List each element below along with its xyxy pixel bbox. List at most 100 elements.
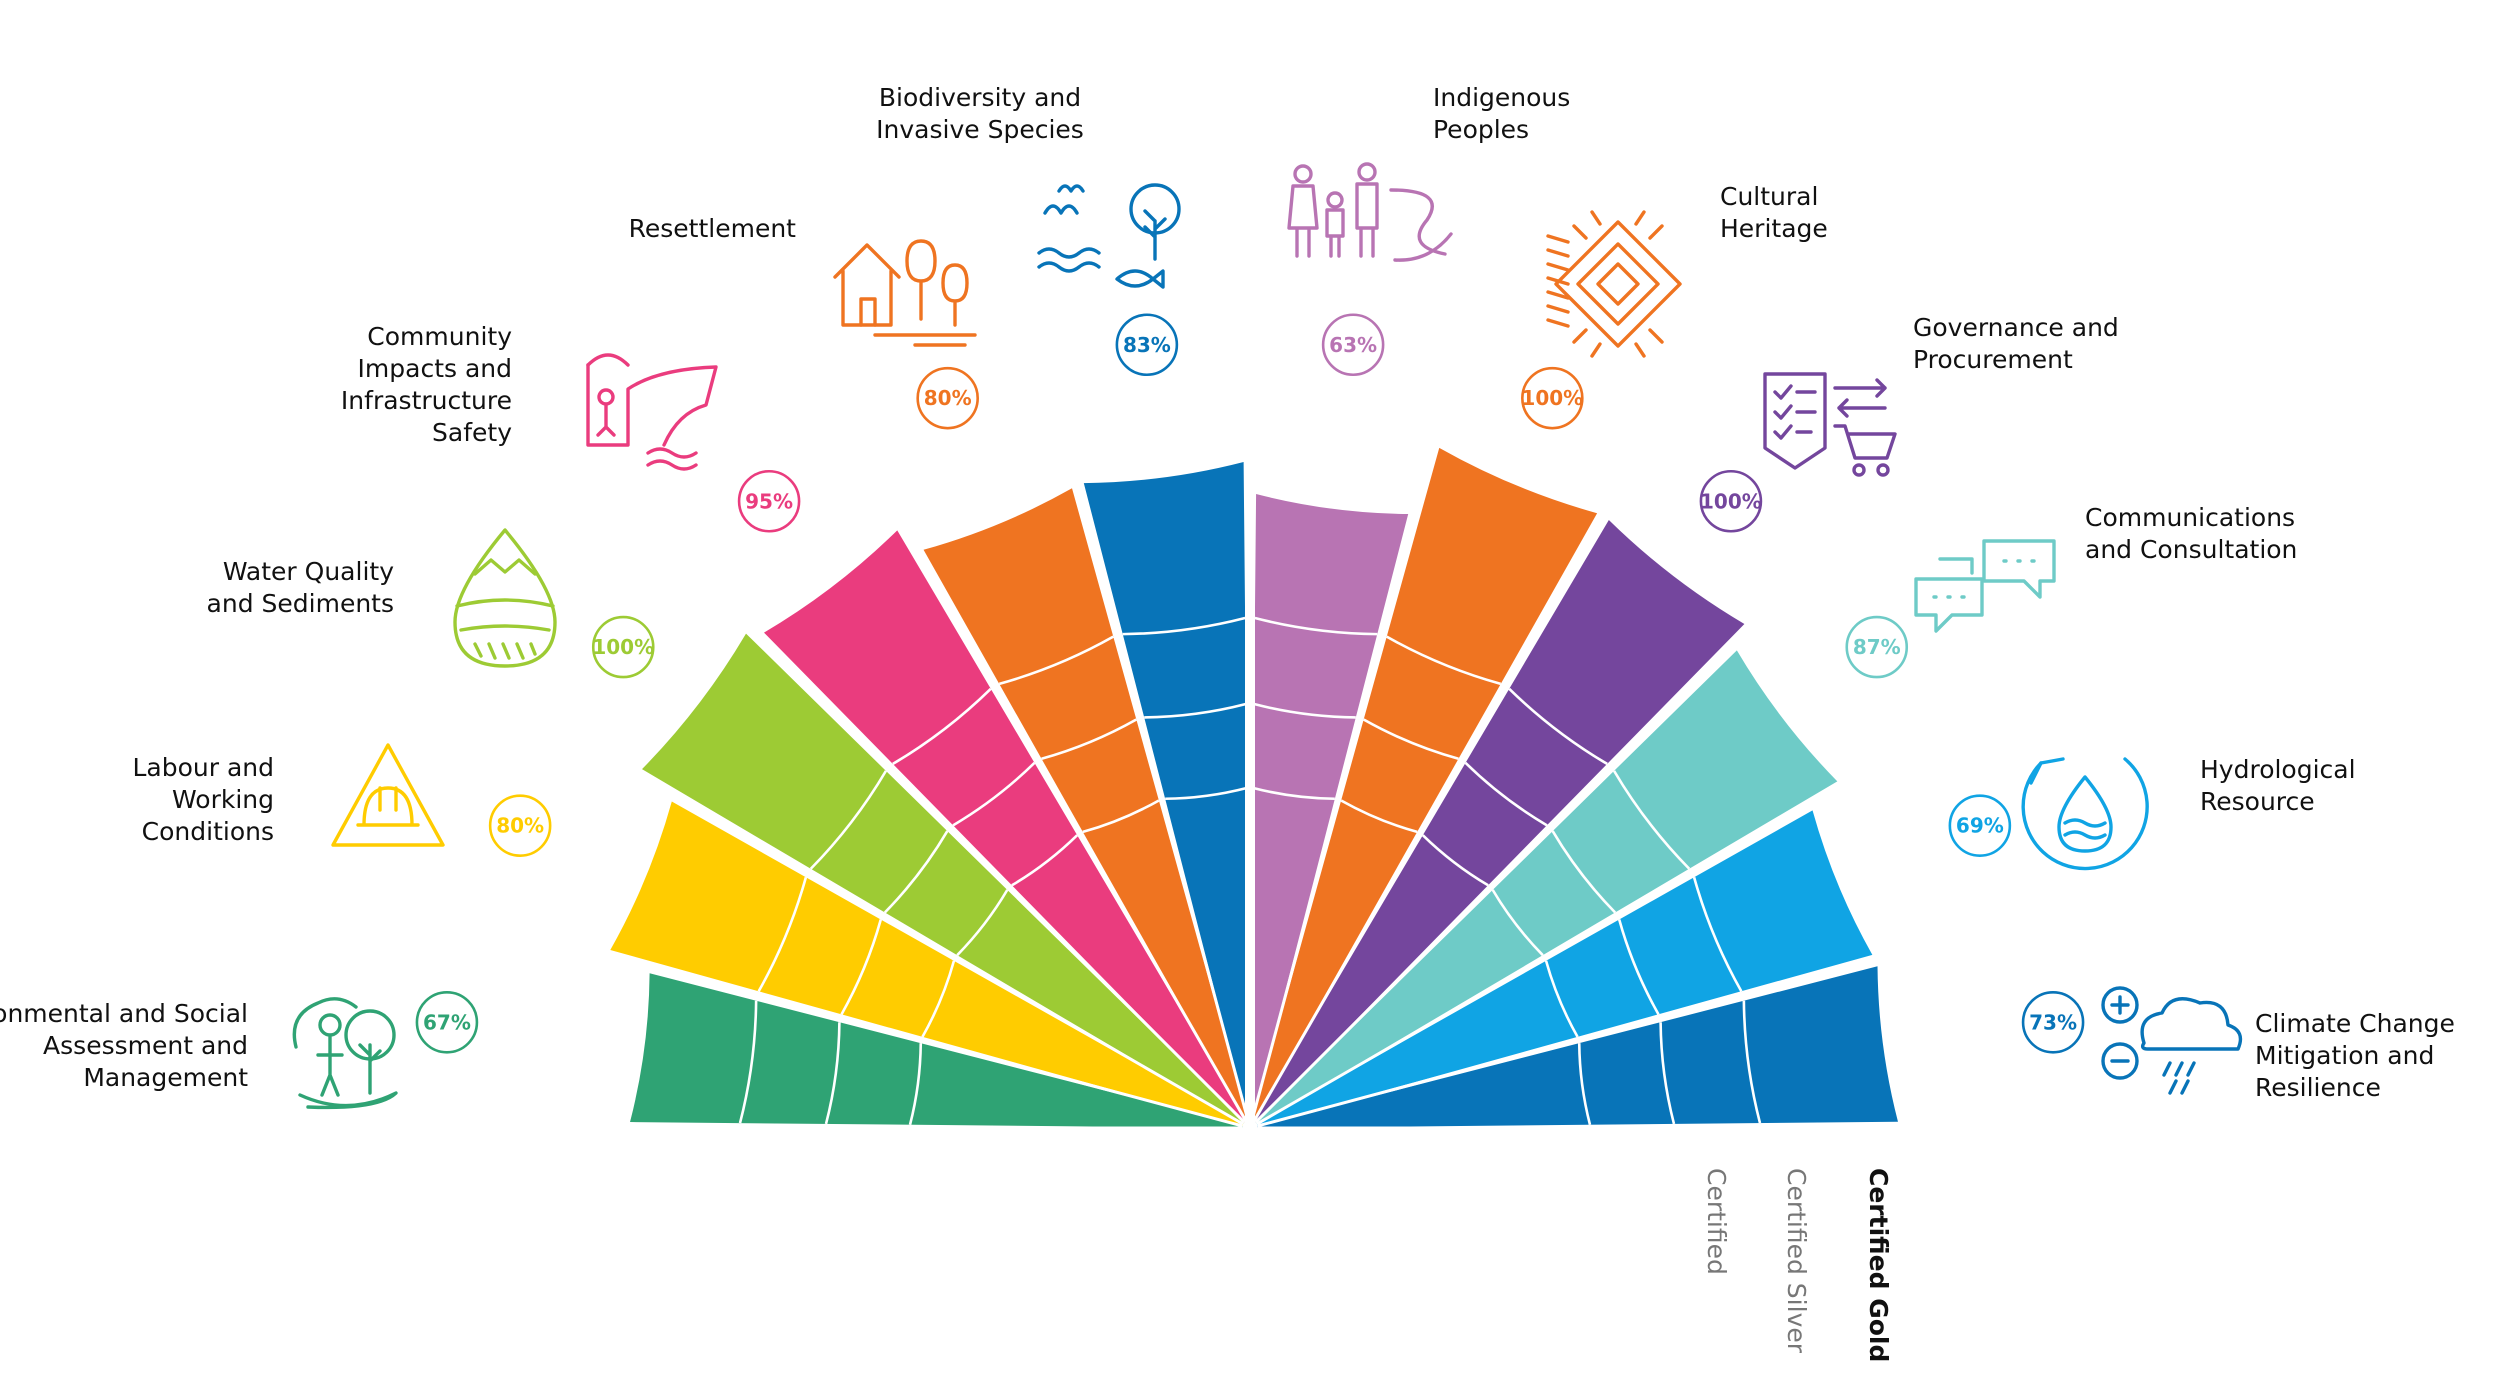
percent-badge-ring	[1521, 366, 1584, 430]
grid-arc-10-2	[1692, 876, 1743, 992]
bar-sector-10	[1256, 810, 1873, 1126]
grid-arc-4-2	[998, 635, 1114, 686]
percent-badge-1: 80%	[488, 794, 552, 857]
category-label-line: Assessment and	[43, 1031, 248, 1060]
percent-value: 87%	[1853, 635, 1901, 659]
category-label-line: Resilience	[2255, 1073, 2381, 1102]
sectors-group	[610, 447, 1898, 1128]
category-label-line: Governance and	[1913, 313, 2119, 342]
percent-badge-ring	[1948, 794, 2012, 857]
grid-arc-3-0	[1011, 834, 1079, 887]
percent-badge-ring	[1115, 313, 1179, 377]
separator-line-11	[1257, 940, 1946, 1128]
grid-arc-11-1	[1659, 1022, 1676, 1125]
grid-arc-2-1	[883, 830, 949, 914]
percent-badge-10: 69%	[1948, 794, 2012, 857]
percent-badge-ring	[488, 794, 552, 857]
separator-line-2	[625, 766, 1244, 1126]
center-gap	[1245, 400, 1255, 1140]
category-label-line: Environmental and Social	[0, 999, 248, 1028]
separator-line-10	[1256, 766, 1875, 1126]
category-label-10: Hydrological Resource	[2200, 755, 2356, 816]
bar-sector-11	[1257, 966, 1898, 1128]
category-label-line: Cultural	[1720, 182, 1818, 211]
category-label-line: Procurement	[1913, 345, 2073, 374]
grid-arc-0-1	[824, 1022, 841, 1125]
bar-sector-8	[1254, 520, 1745, 1123]
separator-line-9	[1254, 617, 1761, 1124]
percent-value: 83%	[1123, 333, 1171, 357]
percent-value: 100%	[1700, 489, 1762, 513]
separator-line-1	[554, 940, 1243, 1128]
category-label-line: Community	[367, 322, 512, 351]
bar-sector-4	[923, 488, 1248, 1122]
grid-arc-2-2	[809, 770, 888, 870]
separator-line-8	[1252, 503, 1612, 1122]
hardhat-warning-icon	[331, 743, 445, 847]
grid-arc-8-2	[1508, 687, 1608, 766]
bar-sector-3	[764, 530, 1246, 1123]
grid-arc-9-2	[1612, 770, 1691, 870]
percent-badge-2: 100%	[591, 615, 655, 679]
tier-label-2: Certified Gold	[1864, 1168, 1893, 1362]
bird-fish-tree-icon	[1037, 183, 1181, 289]
percent-badges-group: 67% 80% 100% 95% 80% 83% 63% 100% 100% 87% 69% 73%	[415, 313, 2085, 1054]
grid-arc-10-0	[1544, 960, 1579, 1038]
bar-sector-1	[610, 801, 1244, 1126]
percent-badge-ring	[2021, 990, 2085, 1054]
dam-person-icon	[586, 353, 718, 471]
percent-value: 80%	[924, 386, 972, 410]
grid-arc-9-0	[1491, 889, 1544, 957]
category-label-2: Water Quality and Sediments	[207, 557, 395, 618]
category-label-line: Peoples	[1433, 115, 1529, 144]
grid-arc-4-0	[1082, 799, 1160, 834]
category-label-line: Working	[172, 785, 274, 814]
percent-value: 80%	[496, 814, 544, 838]
separator-line-4	[888, 503, 1248, 1122]
percent-badge-ring	[737, 469, 801, 533]
person-tree-icon	[292, 997, 398, 1110]
percent-badge-6: 63%	[1321, 313, 1385, 377]
bar-sector-9	[1255, 650, 1838, 1124]
grid-arc-3-2	[892, 687, 992, 766]
percent-badge-ring	[916, 366, 979, 430]
grid-arc-0-0	[908, 1043, 923, 1126]
grid-arc-1-1	[840, 919, 883, 1015]
percent-badge-ring	[591, 615, 655, 679]
percent-value: 100%	[592, 635, 654, 659]
grid-arc-5-2	[1122, 616, 1246, 636]
category-label-line: Safety	[432, 418, 512, 447]
grid-arc-10-1	[1617, 919, 1660, 1015]
grid-arc-11-2	[1742, 1000, 1762, 1124]
percent-value: 100%	[1521, 386, 1583, 410]
bar-sector-6	[1250, 494, 1409, 1121]
category-label-line: Impacts and	[358, 354, 512, 383]
percent-badge-5: 83%	[1115, 313, 1179, 377]
separator-line-7	[1250, 432, 1438, 1121]
grid-arc-4-1	[1041, 718, 1137, 761]
category-label-line: Water Quality	[223, 557, 394, 586]
grid-arc-9-1	[1551, 830, 1617, 914]
grid-arc-5-1	[1144, 702, 1247, 719]
grid-arc-7-0	[1340, 799, 1418, 834]
category-label-line: Infrastructure	[341, 386, 512, 415]
percent-value: 69%	[1956, 814, 2004, 838]
percent-badge-ring	[415, 990, 479, 1054]
water-cycle-icon	[2021, 757, 2149, 871]
category-label-line: and Sediments	[207, 589, 394, 618]
checklist-cart-icon	[1763, 372, 1897, 477]
category-label-4: Resettlement	[629, 214, 797, 243]
grid-arc-5-0	[1165, 786, 1248, 801]
grid-arc-0-2	[738, 1000, 758, 1124]
percent-badge-ring	[1845, 615, 1909, 679]
category-label-line: and Consultation	[2085, 535, 2297, 564]
heritage-pattern-icon	[1546, 210, 1682, 358]
bar-sector-2	[642, 633, 1245, 1124]
category-label-line: Invasive Species	[876, 115, 1084, 144]
category-label-5: Biodiversity and Invasive Species	[876, 83, 1084, 144]
percent-value: 63%	[1329, 333, 1377, 357]
tier-label-0: Certified	[1702, 1168, 1731, 1275]
tier-labels-group: Certified Certified Silver Certified Gold	[1702, 1168, 1893, 1362]
icons-group	[292, 162, 2243, 1110]
